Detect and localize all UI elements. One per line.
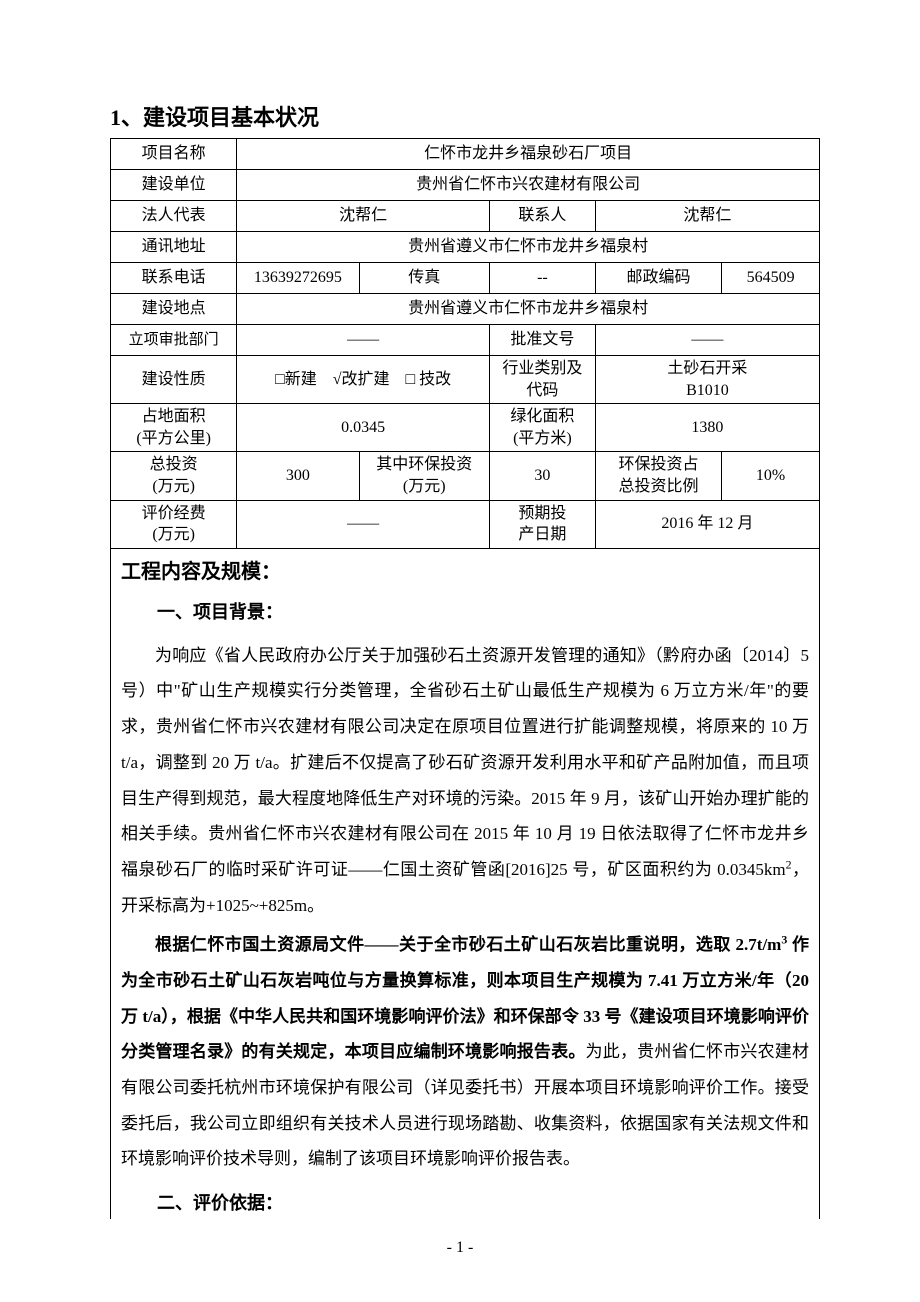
- paragraph-2-bold-a: 根据仁怀市国土资源局文件——关于全市砂石土矿山石灰岩比重说明，选取 2.7t/m: [155, 935, 781, 954]
- table-row: 占地面积 (平方公里) 0.0345 绿化面积 (平方米) 1380: [111, 404, 820, 452]
- value-phone: 13639272695: [237, 263, 359, 294]
- value-address: 贵州省遵义市仁怀市龙井乡福泉村: [237, 232, 820, 263]
- table-row: 立项审批部门 —— 批准文号 ——: [111, 325, 820, 356]
- paragraph-2: 根据仁怀市国土资源局文件——关于全市砂石土矿山石灰岩比重说明，选取 2.7t/m…: [121, 927, 809, 1177]
- label-total-invest: 总投资 (万元): [111, 452, 237, 500]
- label-eval-cost: 评价经费 (万元): [111, 500, 237, 548]
- table-row: 评价经费 (万元) —— 预期投 产日期 2016 年 12 月: [111, 500, 820, 548]
- subsection-1-title: 一、项目背景：: [121, 598, 809, 624]
- page: 1、建设项目基本状况 项目名称 仁怀市龙井乡福泉砂石厂项目 建设单位 贵州省仁怀…: [0, 0, 920, 1302]
- subsection-2-title: 二、评价依据：: [121, 1189, 809, 1215]
- table-row: 总投资 (万元) 300 其中环保投资 (万元) 30 环保投资占 总投资比例 …: [111, 452, 820, 500]
- project-info-table: 项目名称 仁怀市龙井乡福泉砂石厂项目 建设单位 贵州省仁怀市兴农建材有限公司 法…: [110, 138, 820, 549]
- label-contact: 联系人: [489, 201, 595, 232]
- section-number: 1: [110, 105, 121, 130]
- label-site: 建设地点: [111, 294, 237, 325]
- label-approval-dept: 立项审批部门: [111, 325, 237, 356]
- section-title-text: 、建设项目基本状况: [121, 105, 319, 130]
- value-postcode: 564509: [722, 263, 820, 294]
- label-nature: 建设性质: [111, 356, 237, 404]
- body-heading: 工程内容及规模：: [121, 555, 809, 584]
- value-env-ratio: 10%: [722, 452, 820, 500]
- value-approval-dept: ——: [237, 325, 490, 356]
- label-phone: 联系电话: [111, 263, 237, 294]
- label-postcode: 邮政编码: [595, 263, 721, 294]
- value-area: 0.0345: [237, 404, 490, 452]
- body-text-frame: 工程内容及规模： 一、项目背景： 为响应《省人民政府办公厅关于加强砂石土资源开发…: [110, 549, 820, 1219]
- label-fax: 传真: [359, 263, 489, 294]
- table-row: 法人代表 沈帮仁 联系人 沈帮仁: [111, 201, 820, 232]
- paragraph-1: 为响应《省人民政府办公厅关于加强砂石土资源开发管理的通知》（黔府办函〔2014〕…: [121, 638, 809, 924]
- value-project-name: 仁怀市龙井乡福泉砂石厂项目: [237, 139, 820, 170]
- table-row: 通讯地址 贵州省遵义市仁怀市龙井乡福泉村: [111, 232, 820, 263]
- value-green-area: 1380: [595, 404, 819, 452]
- table-row: 联系电话 13639272695 传真 -- 邮政编码 564509: [111, 263, 820, 294]
- value-nature: □新建 √改扩建 □ 技改: [237, 356, 490, 404]
- table-row: 建设性质 □新建 √改扩建 □ 技改 行业类别及 代码 土砂石开采 B1010: [111, 356, 820, 404]
- label-env-invest: 其中环保投资 (万元): [359, 452, 489, 500]
- label-project-name: 项目名称: [111, 139, 237, 170]
- value-builder: 贵州省仁怀市兴农建材有限公司: [237, 170, 820, 201]
- label-industry: 行业类别及 代码: [489, 356, 595, 404]
- paragraph-1-text-a: 为响应《省人民政府办公厅关于加强砂石土资源开发管理的通知》（黔府办函〔2014〕…: [121, 646, 809, 879]
- value-fax: --: [489, 263, 595, 294]
- table-row: 项目名称 仁怀市龙井乡福泉砂石厂项目: [111, 139, 820, 170]
- label-approval-no: 批准文号: [489, 325, 595, 356]
- page-number: - 1 -: [0, 1239, 920, 1257]
- value-env-invest: 30: [489, 452, 595, 500]
- label-legal-rep: 法人代表: [111, 201, 237, 232]
- value-start-date: 2016 年 12 月: [595, 500, 819, 548]
- value-site: 贵州省遵义市仁怀市龙井乡福泉村: [237, 294, 820, 325]
- value-eval-cost: ——: [237, 500, 490, 548]
- section-title: 1、建设项目基本状况: [110, 100, 820, 132]
- value-approval-no: ——: [595, 325, 819, 356]
- label-address: 通讯地址: [111, 232, 237, 263]
- label-area: 占地面积 (平方公里): [111, 404, 237, 452]
- value-industry: 土砂石开采 B1010: [595, 356, 819, 404]
- value-legal-rep: 沈帮仁: [237, 201, 490, 232]
- table-row: 建设地点 贵州省遵义市仁怀市龙井乡福泉村: [111, 294, 820, 325]
- label-start-date: 预期投 产日期: [489, 500, 595, 548]
- label-builder: 建设单位: [111, 170, 237, 201]
- value-contact: 沈帮仁: [595, 201, 819, 232]
- label-env-ratio: 环保投资占 总投资比例: [595, 452, 721, 500]
- label-green-area: 绿化面积 (平方米): [489, 404, 595, 452]
- table-row: 建设单位 贵州省仁怀市兴农建材有限公司: [111, 170, 820, 201]
- value-total-invest: 300: [237, 452, 359, 500]
